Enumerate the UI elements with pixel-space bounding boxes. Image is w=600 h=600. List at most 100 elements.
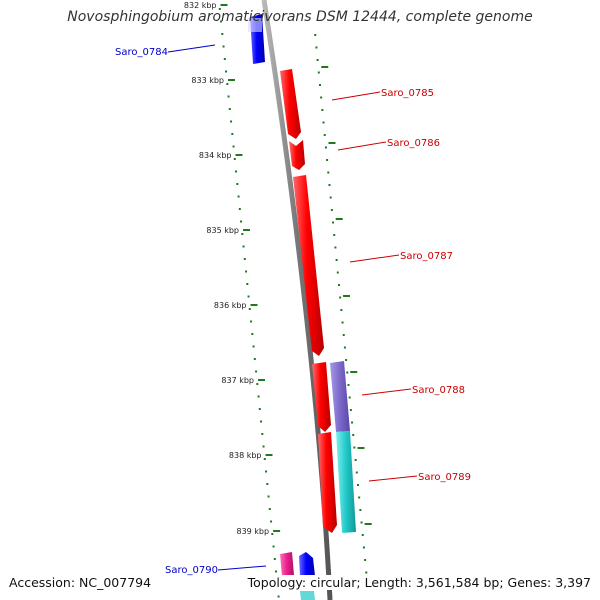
ring-dot [235, 170, 238, 173]
gene-saro-0784[interactable] [248, 14, 265, 64]
ring-dot [218, 8, 221, 10]
ring-dot [233, 158, 236, 160]
gene-name: Saro_0785 [381, 88, 434, 99]
accession-label: Accession: NC_007794 [9, 575, 152, 590]
ring-dot [359, 509, 362, 511]
ring-dot [321, 109, 324, 111]
feature-purple[interactable] [330, 361, 350, 432]
ring-dot [257, 395, 260, 398]
ring-dot [330, 209, 333, 211]
outer-major-tick [343, 295, 351, 297]
ring-dot [332, 221, 335, 224]
gene-label-saro-0787[interactable]: Saro_0787 [349, 251, 453, 263]
genome-summary: Topology: circular; Length: 3,561,584 bp… [247, 575, 591, 590]
ring-dot [364, 559, 367, 561]
ring-dot [260, 420, 263, 423]
inner-major-tick [273, 530, 281, 532]
feature-cyan[interactable] [336, 431, 356, 533]
gene-label-saro-0784[interactable]: Saro_0784 [115, 44, 216, 58]
genome-backbone [261, 0, 333, 600]
ring-dot [227, 95, 230, 98]
ring-dot [240, 220, 243, 223]
kbp-label: 839 kbp [236, 527, 269, 536]
ring-dot [345, 359, 348, 361]
ring-dot [268, 508, 271, 510]
outer-major-tick [321, 66, 329, 68]
ring-dot [253, 358, 256, 360]
kbp-label: 835 kbp [206, 226, 239, 235]
ring-dot [270, 520, 273, 523]
outer-major-tick [328, 142, 336, 144]
ring-dot [238, 208, 241, 210]
gene-name: Saro_0784 [115, 47, 168, 58]
ring-dot [348, 396, 351, 399]
ring-dot [341, 321, 344, 324]
ring-dot [226, 83, 229, 85]
ring-dot [327, 171, 330, 174]
inner-major-tick [265, 454, 273, 456]
gene-label-saro-0788[interactable]: Saro_0788 [361, 385, 465, 396]
ring-dot [349, 409, 352, 411]
ring-dot [326, 159, 329, 161]
gene-saro-0788[interactable] [312, 362, 331, 432]
ring-dot [241, 233, 244, 235]
ring-dot [324, 146, 327, 149]
kbp-label: 834 kbp [199, 151, 232, 160]
inner-major-tick [258, 379, 265, 381]
gene-saro-0790[interactable] [280, 552, 315, 600]
gene-label-saro-0785[interactable]: Saro_0785 [331, 88, 434, 101]
gene-label-saro-0789[interactable]: Saro_0789 [368, 472, 471, 483]
inner-major-tick [235, 154, 243, 156]
gene-label-saro-0786[interactable]: Saro_0786 [337, 138, 440, 151]
gene-name: Saro_0789 [418, 472, 471, 483]
gene-name: Saro_0786 [387, 138, 440, 149]
ring-dot [266, 483, 269, 485]
ring-dot [352, 434, 355, 436]
gene-name: Saro_0787 [400, 251, 453, 262]
ring-dot [316, 59, 319, 61]
ring-dot [354, 459, 357, 461]
ring-dot [246, 283, 249, 285]
ring-dot [225, 70, 228, 73]
kbp-tick-labels: 832 kbp 833 kbp 834 kbp 835 kbp 836 kbp 837 k… [184, 1, 281, 536]
ring-dot [231, 133, 234, 135]
ring-dot [343, 346, 346, 349]
ring-dot [243, 258, 246, 260]
gene-saro-0787[interactable] [293, 175, 324, 356]
ring-dot [275, 570, 278, 573]
ring-dot [355, 471, 358, 474]
ring-dot [247, 295, 250, 298]
gene-name: Saro_0790 [165, 565, 218, 576]
ring-dot [252, 345, 255, 348]
genome-title: Novosphingobium aromaticivorans DSM 1244… [67, 9, 533, 25]
ring-dot [336, 271, 339, 274]
ring-dot [228, 108, 231, 110]
ring-dot [221, 33, 224, 35]
gene-saro-0785[interactable] [280, 69, 301, 139]
inner-major-tick [243, 229, 250, 231]
ring-dot [230, 120, 233, 123]
ring-dot [333, 234, 336, 236]
kbp-label: 832 kbp [184, 1, 217, 10]
ring-dot [237, 195, 240, 198]
ring-dot [242, 245, 245, 248]
gene-label-saro-0790[interactable]: Saro_0790 [165, 565, 267, 576]
ring-dot [317, 71, 320, 74]
ring-dot [318, 84, 321, 86]
ring-dot [340, 309, 343, 311]
ring-dot [245, 270, 248, 273]
ring-dot [272, 545, 275, 548]
outer-scale-ring [314, 34, 372, 574]
gene-saro-0786[interactable] [289, 140, 305, 170]
kbp-label: 838 kbp [229, 451, 262, 460]
ring-dot [261, 433, 264, 435]
ring-dot [358, 496, 361, 499]
gene-saro-0789[interactable] [318, 432, 337, 533]
ring-dot [365, 571, 368, 574]
ring-dot [251, 333, 254, 335]
ring-dot [342, 334, 345, 336]
ring-dot [362, 546, 365, 549]
ring-dot [271, 533, 274, 535]
ring-dot [255, 370, 258, 373]
ring-dot [351, 421, 354, 424]
